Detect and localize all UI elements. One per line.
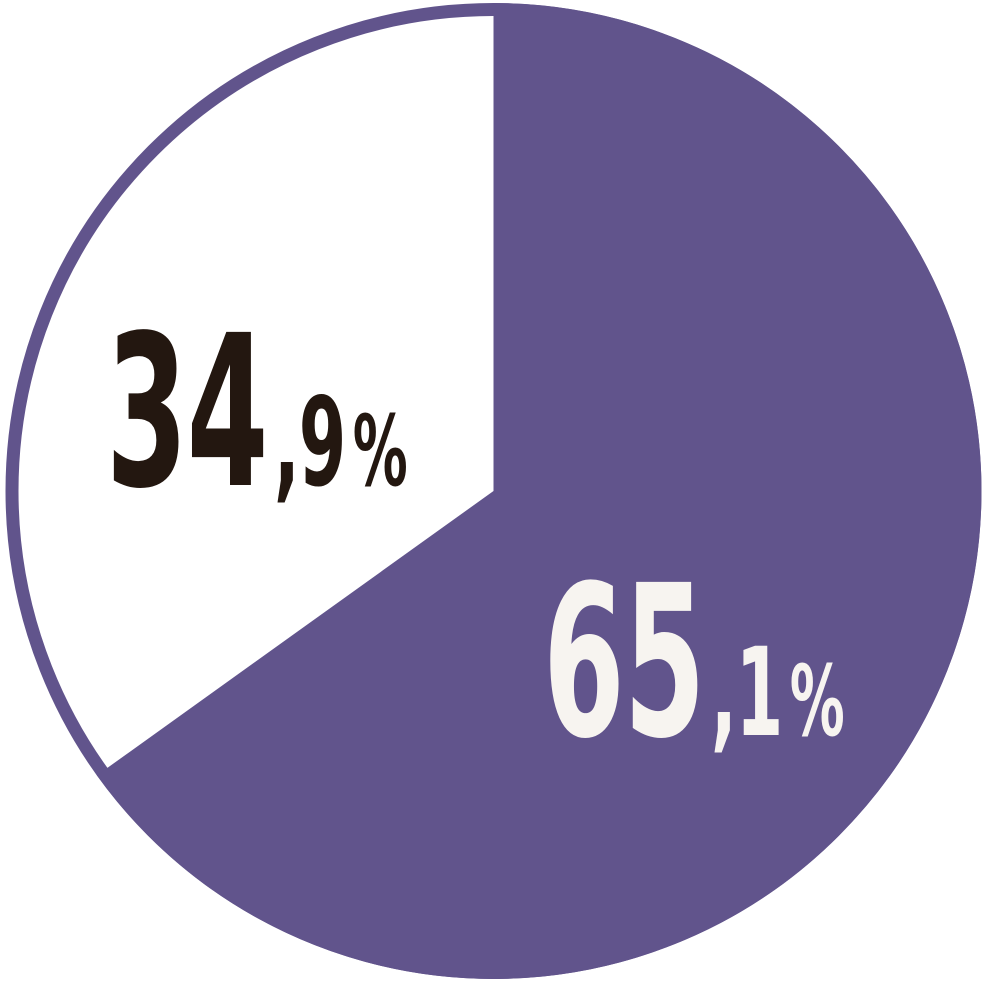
slice-label-65-1: 65 ,1 % — [543, 541, 844, 785]
slice-label-34-9: 34 ,9 % — [106, 291, 407, 535]
slice-label-34-9-int: 34 — [106, 291, 267, 535]
slice-label-65-1-pct: % — [790, 644, 844, 759]
slice-label-34-9-pct: % — [353, 394, 407, 509]
slice-label-65-1-dec: ,1 — [711, 623, 782, 765]
slice-label-65-1-int: 65 — [543, 541, 704, 785]
slice-label-34-9-dec: ,9 — [274, 373, 345, 515]
pie-slices — [96, 3, 982, 980]
pie-slice-0 — [96, 3, 982, 980]
